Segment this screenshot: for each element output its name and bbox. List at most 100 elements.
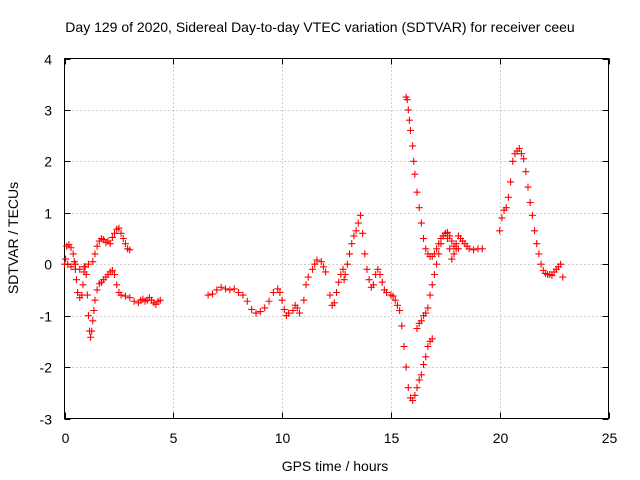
data-points xyxy=(61,93,567,404)
data-point xyxy=(410,157,418,165)
data-point xyxy=(424,304,432,312)
data-point xyxy=(72,276,80,284)
data-point xyxy=(213,286,221,294)
data-point xyxy=(333,289,340,296)
y-tick-label: 4 xyxy=(44,52,52,68)
data-point xyxy=(383,289,391,296)
data-point xyxy=(361,250,369,258)
data-point xyxy=(317,258,325,266)
data-point xyxy=(393,301,401,309)
data-point xyxy=(341,271,349,278)
data-point xyxy=(369,281,377,289)
data-point xyxy=(413,325,421,332)
data-point xyxy=(415,204,423,212)
data-point xyxy=(557,260,565,268)
x-tick-label: 10 xyxy=(275,430,291,446)
series-4 xyxy=(402,93,486,263)
data-point xyxy=(302,281,310,289)
data-point xyxy=(269,289,277,296)
data-point xyxy=(437,240,445,248)
data-point xyxy=(309,265,317,273)
data-point xyxy=(404,384,412,392)
data-point xyxy=(498,214,506,222)
data-point xyxy=(80,263,88,271)
data-point xyxy=(348,240,356,248)
data-point xyxy=(420,361,428,368)
data-point xyxy=(256,308,264,316)
data-point xyxy=(470,246,478,254)
data-point xyxy=(204,291,212,299)
data-point xyxy=(520,155,528,163)
y-tick-label: -1 xyxy=(40,309,53,325)
x-tick-label: 5 xyxy=(170,430,178,446)
data-point xyxy=(89,317,97,325)
data-point xyxy=(93,286,101,294)
data-point xyxy=(402,363,410,371)
data-point xyxy=(285,309,293,317)
data-point xyxy=(126,294,134,302)
data-point xyxy=(235,289,243,296)
data-point xyxy=(435,250,443,258)
data-point xyxy=(363,265,371,273)
data-point xyxy=(450,250,458,258)
data-point xyxy=(280,305,288,313)
data-point xyxy=(304,273,312,281)
data-point xyxy=(265,297,273,305)
data-point xyxy=(428,335,436,343)
data-point xyxy=(62,255,70,263)
data-point xyxy=(311,260,319,268)
data-point xyxy=(504,193,512,201)
data-point xyxy=(130,297,138,305)
data-point xyxy=(67,263,75,271)
data-point xyxy=(293,304,301,312)
data-point xyxy=(400,343,408,350)
data-point xyxy=(111,271,119,278)
data-point xyxy=(409,142,417,150)
data-point xyxy=(559,273,567,281)
data-point xyxy=(276,289,284,296)
data-point xyxy=(115,224,123,232)
data-point xyxy=(313,256,321,264)
x-tick-label: 15 xyxy=(384,430,400,446)
data-point xyxy=(230,285,238,293)
data-point xyxy=(319,263,327,271)
data-point xyxy=(537,260,545,268)
data-point xyxy=(354,219,362,227)
y-tick-label: 0 xyxy=(44,257,52,273)
data-point xyxy=(389,292,397,300)
data-point xyxy=(71,260,79,268)
data-point xyxy=(404,106,412,114)
data-point xyxy=(413,384,421,392)
data-point xyxy=(108,233,116,241)
data-point xyxy=(69,250,77,258)
data-point xyxy=(322,268,330,276)
x-tick-label: 0 xyxy=(62,430,70,446)
data-point xyxy=(365,276,373,284)
x-tick-labels: 0 5 10 15 20 25 xyxy=(62,430,618,446)
data-point xyxy=(515,145,523,152)
data-point xyxy=(417,219,425,227)
data-point xyxy=(454,245,462,253)
data-point xyxy=(346,250,354,258)
data-point xyxy=(528,211,536,219)
data-point xyxy=(422,245,430,253)
axis-ticks xyxy=(64,58,610,420)
data-point xyxy=(91,250,99,258)
data-point xyxy=(535,250,543,258)
data-point xyxy=(411,170,419,178)
data-point xyxy=(433,245,441,253)
data-point xyxy=(261,304,269,312)
data-point xyxy=(117,291,125,299)
data-point xyxy=(424,343,432,350)
data-point xyxy=(509,157,517,165)
data-point xyxy=(326,291,334,299)
data-point xyxy=(533,240,541,248)
data-point xyxy=(359,229,367,237)
data-point xyxy=(507,178,515,186)
data-point xyxy=(119,235,127,242)
data-point xyxy=(208,290,216,298)
data-point xyxy=(89,258,97,266)
series-6 xyxy=(496,145,567,281)
data-point xyxy=(374,265,382,273)
data-point xyxy=(502,204,510,212)
